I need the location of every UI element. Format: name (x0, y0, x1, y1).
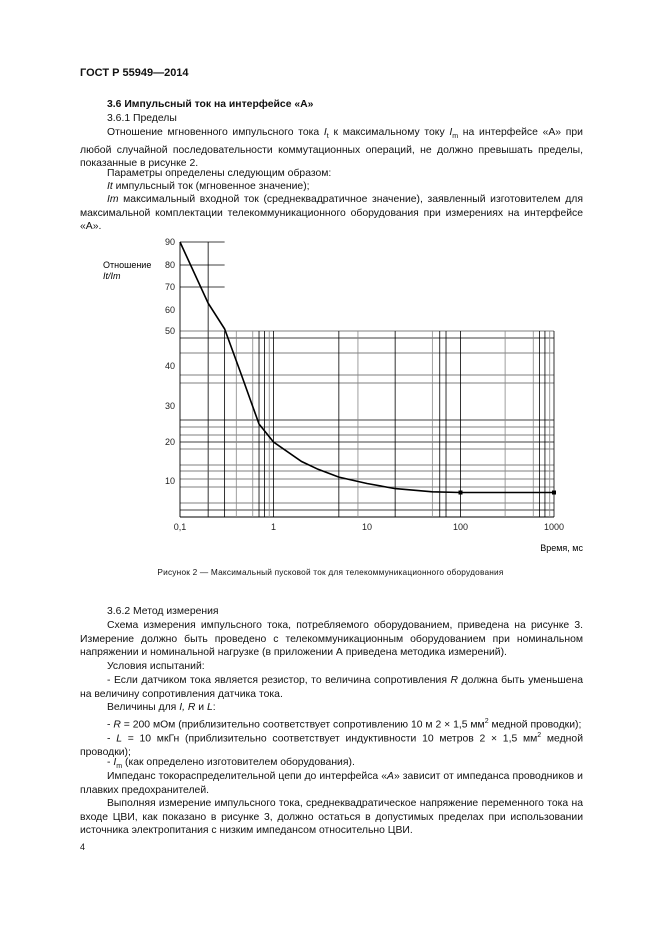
paragraph: It импульсный ток (мгновенное значение); (107, 181, 310, 192)
paragraph: Параметры определены следующим образом: (107, 168, 332, 179)
y-tick-label: 90 (165, 237, 175, 247)
data-point-marker (458, 490, 463, 495)
paragraph: Условия испытаний: (107, 661, 205, 672)
x-tick-label: 1000 (544, 522, 564, 532)
y-tick-label: 30 (165, 401, 175, 411)
document-header: ГОСТ Р 55949—2014 (80, 67, 189, 79)
y-tick-label: 80 (165, 260, 175, 270)
y-tick-label: 20 (165, 437, 175, 447)
inrush-current-chart: 0,1 1 10 100 1000 90 80 70 60 50 40 30 20 10 Отношени… (103, 237, 583, 553)
paragraph: Импеданс токораспределительной цепи до и… (80, 771, 583, 796)
x-tick-label: 10 (362, 522, 372, 532)
x-tick-label: 1 (271, 522, 276, 532)
y-axis-label: Отношение (103, 260, 151, 270)
subsection-heading: 3.6.1 Пределы (107, 113, 177, 124)
x-axis-label: Время, мс (540, 543, 583, 553)
y-axis-label-ratio: It/Im (103, 271, 121, 281)
list-item: - L = 10 мкГн (приблизительно соответств… (80, 732, 583, 758)
paragraph: Отношение мгновенного импульсного тока I… (80, 127, 583, 170)
subsection-heading: 3.6.2 Метод измерения (107, 606, 219, 617)
list-item: - R = 200 мОм (приблизительно соответств… (107, 718, 582, 731)
paragraph: Величины для I, R и L: (107, 702, 216, 713)
y-tick-label: 40 (165, 361, 175, 371)
y-tick-label: 50 (165, 326, 175, 336)
paragraph: Выполняя измерение импульсного тока, сре… (80, 798, 583, 836)
paragraph: Схема измерения импульсного тока, потреб… (80, 620, 583, 658)
list-item: - Im (как определено изготовителем обору… (107, 757, 355, 771)
paragraph: - Если датчиком тока является резистор, … (80, 675, 583, 700)
y-tick-label: 60 (165, 305, 175, 315)
x-tick-label: 100 (453, 522, 468, 532)
paragraph: Im максимальный входной ток (среднеквадр… (80, 194, 583, 232)
figure-caption: Рисунок 2 — Максимальный пусковой ток дл… (157, 567, 504, 577)
page-number: 4 (80, 842, 86, 852)
section-heading: 3.6 Импульсный ток на интерфейсе «А» (107, 99, 314, 110)
y-tick-label: 10 (165, 476, 175, 486)
data-point-marker (552, 490, 556, 495)
x-tick-label: 0,1 (174, 522, 187, 532)
y-tick-label: 70 (165, 282, 175, 292)
limit-curve (179, 241, 554, 494)
